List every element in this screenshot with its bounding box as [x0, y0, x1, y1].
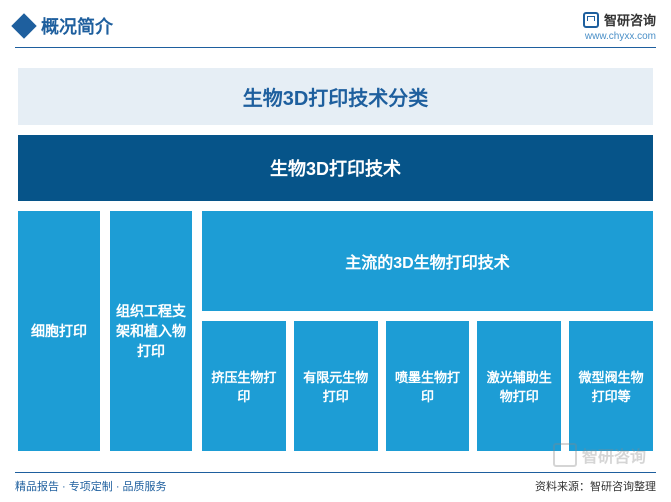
- brand-url: www.chyxx.com: [583, 31, 656, 42]
- category-cell: 组织工程支架和植入物打印: [110, 211, 192, 451]
- header-title: 概况简介: [41, 13, 113, 39]
- watermark-icon: [553, 443, 577, 467]
- page-header: 概况简介 智研咨询 www.chyxx.com: [0, 0, 671, 47]
- diagram-row: 细胞打印 组织工程支架和植入物打印 主流的3D生物打印技术 挤压生物打印 有限元…: [18, 211, 653, 451]
- diagram-root: 生物3D打印技术: [18, 135, 653, 201]
- subcategory-cell: 喷墨生物打印: [386, 321, 470, 451]
- subcategory-cell: 挤压生物打印: [202, 321, 286, 451]
- category-cell: 细胞打印: [18, 211, 100, 451]
- brand-icon: [583, 12, 599, 28]
- header-divider: [15, 47, 656, 48]
- brand-name: 智研咨询: [604, 10, 656, 29]
- page-footer: 精品报告 · 专项定制 · 品质服务 资料来源：智研咨询整理: [0, 472, 671, 494]
- brand-row: 智研咨询: [583, 10, 656, 29]
- footer-right: 资料来源：智研咨询整理: [535, 478, 656, 494]
- subcategory-cell: 微型阀生物打印等: [569, 321, 653, 451]
- subcategory-cell: 激光辅助生物打印: [477, 321, 561, 451]
- subcategory-column: 主流的3D生物打印技术 挤压生物打印 有限元生物打印 喷墨生物打印 激光辅助生物…: [202, 211, 653, 451]
- watermark-text: 智研咨询: [582, 443, 646, 467]
- header-right: 智研咨询 www.chyxx.com: [583, 10, 656, 42]
- diamond-icon: [11, 13, 36, 38]
- footer-divider: [15, 472, 656, 473]
- diagram-title: 生物3D打印技术分类: [18, 68, 653, 125]
- watermark: 智研咨询: [553, 443, 646, 467]
- header-left: 概况简介: [15, 13, 113, 39]
- subcategory-cell: 有限元生物打印: [294, 321, 378, 451]
- subcategory-row: 挤压生物打印 有限元生物打印 喷墨生物打印 激光辅助生物打印 微型阀生物打印等: [202, 321, 653, 451]
- footer-content: 精品报告 · 专项定制 · 品质服务 资料来源：智研咨询整理: [15, 478, 656, 494]
- diagram-content: 生物3D打印技术分类 生物3D打印技术 细胞打印 组织工程支架和植入物打印 主流…: [0, 56, 671, 463]
- footer-left: 精品报告 · 专项定制 · 品质服务: [15, 478, 167, 494]
- subcategory-header: 主流的3D生物打印技术: [202, 211, 653, 311]
